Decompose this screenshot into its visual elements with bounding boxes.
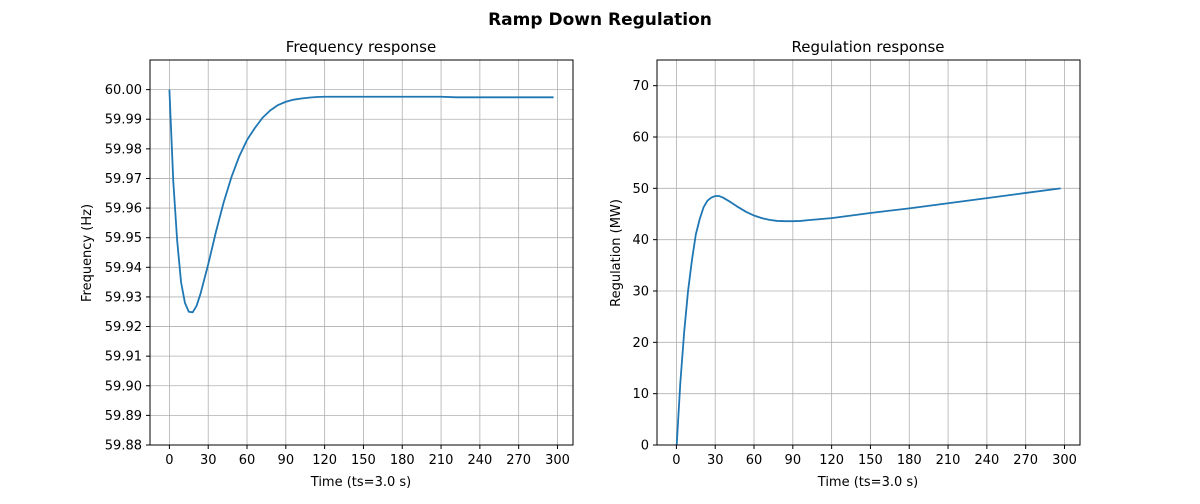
y-axis-label: Regulation (MW) [609, 199, 624, 307]
x-tick-label: 210 [936, 453, 961, 468]
x-tick-label: 0 [165, 453, 173, 468]
x-axis-label: Time (ts=3.0 s) [817, 475, 918, 490]
y-tick-label: 59.88 [105, 439, 142, 454]
x-tick-label: 300 [1052, 453, 1077, 468]
x-tick-label: 180 [897, 453, 922, 468]
x-tick-label: 120 [819, 453, 844, 468]
y-tick-label: 50 [632, 182, 649, 197]
figure-title: Ramp Down Regulation [488, 10, 712, 30]
y-tick-label: 59.97 [105, 172, 142, 187]
x-tick-label: 30 [707, 453, 724, 468]
x-tick-label: 240 [974, 453, 999, 468]
x-tick-label: 180 [390, 453, 415, 468]
y-tick-label: 59.98 [105, 142, 142, 157]
x-tick-label: 90 [278, 453, 295, 468]
y-tick-label: 60 [632, 131, 649, 146]
y-tick-label: 59.92 [105, 320, 142, 335]
frequency-response-panel: Frequency response Time (ts=3.0 s) Frequ… [80, 38, 574, 490]
regulation-response-panel: Regulation response Time (ts=3.0 s) Regu… [609, 38, 1081, 490]
y-tick-label: 59.99 [105, 113, 142, 128]
x-tick-label: 300 [545, 453, 570, 468]
x-tick-label: 120 [312, 453, 337, 468]
axes-frame [149, 59, 574, 446]
y-tick-label: 60.00 [105, 83, 142, 98]
y-tick-label: 59.96 [105, 202, 142, 217]
x-tick-label: 210 [429, 453, 454, 468]
series-line [168, 89, 554, 314]
x-tick-label: 60 [746, 453, 763, 468]
x-axis-label: Time (ts=3.0 s) [310, 475, 411, 490]
y-tick-label: 10 [632, 387, 649, 402]
series-line [675, 187, 1061, 445]
x-tick-label: 270 [506, 453, 531, 468]
y-tick-label: 59.89 [105, 409, 142, 424]
panel-title: Frequency response [286, 38, 436, 56]
y-tick-label: 59.95 [105, 231, 142, 246]
y-tick-label: 20 [632, 336, 649, 351]
axes-frame [656, 59, 1081, 446]
y-tick-label: 59.91 [105, 350, 142, 365]
x-tick-label: 90 [785, 453, 802, 468]
x-tick-label: 240 [467, 453, 492, 468]
y-tick-label: 40 [632, 233, 649, 248]
x-tick-label: 150 [858, 453, 883, 468]
x-tick-label: 30 [200, 453, 217, 468]
x-tick-label: 0 [672, 453, 680, 468]
y-tick-label: 0 [641, 439, 649, 454]
y-tick-label: 59.93 [105, 290, 142, 305]
y-tick-label: 30 [632, 285, 649, 300]
x-tick-label: 270 [1013, 453, 1038, 468]
panel-title: Regulation response [792, 38, 945, 56]
x-tick-label: 150 [351, 453, 376, 468]
y-tick-label: 59.90 [105, 379, 142, 394]
y-axis-label: Frequency (Hz) [80, 204, 95, 302]
x-tick-label: 60 [239, 453, 256, 468]
y-tick-label: 70 [632, 79, 649, 94]
y-tick-label: 59.94 [105, 261, 142, 276]
